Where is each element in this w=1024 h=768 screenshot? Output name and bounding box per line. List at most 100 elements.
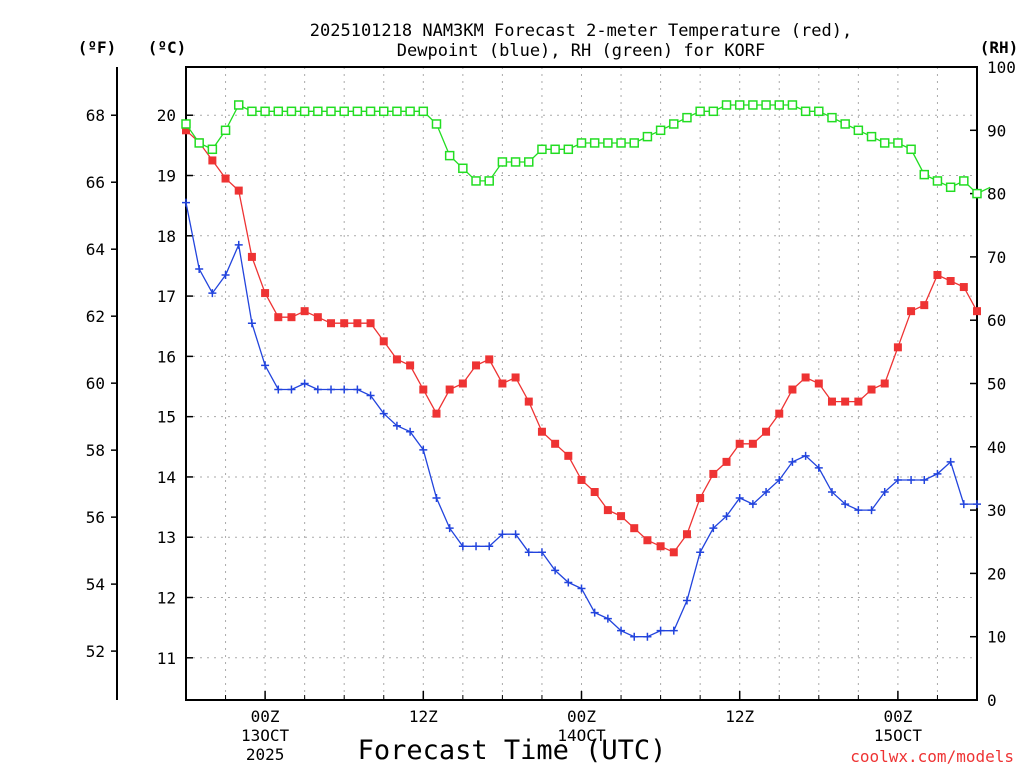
temperature-point [696, 494, 705, 503]
dewpoint-point [841, 500, 850, 509]
x-axis-label: Forecast Time (UTC) [358, 735, 667, 766]
rh-point [919, 169, 930, 180]
dewpoint-point [366, 391, 375, 400]
dewpoint-point [775, 475, 784, 484]
rh-point [959, 176, 969, 186]
fahrenheit-tick-label: 60 [86, 374, 105, 393]
dewpoint-point [340, 385, 349, 394]
rh-point [181, 119, 191, 129]
rh-tick-label: 40 [987, 438, 1006, 457]
temperature-point [208, 156, 217, 165]
temperature-point [300, 307, 309, 316]
rh-point [682, 112, 692, 123]
temperature-point [841, 397, 850, 406]
rh-point [708, 106, 719, 117]
fahrenheit-tick-label: 68 [86, 106, 105, 125]
temperature-point [261, 289, 270, 298]
rh-point [510, 157, 521, 167]
dewpoint-point [920, 475, 929, 484]
temperature-point [735, 439, 744, 448]
rh-tick-label: 0 [987, 691, 997, 710]
celsius-tick-label: 11 [157, 649, 176, 668]
temperature-point [973, 307, 981, 316]
dewpoint-point [617, 626, 626, 635]
rh-point [589, 138, 600, 148]
rh-point [616, 138, 626, 148]
dewpoint-point [577, 584, 586, 593]
temperature-point [313, 313, 322, 322]
temperature-point [920, 301, 929, 310]
rh-point [669, 119, 679, 129]
celsius-tick-label: 15 [157, 408, 176, 427]
tick-labels: 11 12 13 14 15 16 17 18 19 20 52 54 56 58 60 62 64 66 68 0 1… [86, 58, 1016, 764]
temperature-point [880, 379, 889, 388]
temperature-point [485, 355, 494, 364]
temperature-point [893, 343, 902, 352]
dewpoint-point [907, 475, 916, 484]
temperature-point [577, 475, 586, 484]
rh-point [629, 138, 639, 148]
fahrenheit-tick-label: 58 [86, 441, 105, 460]
rh-point [444, 150, 455, 161]
dewpoint-point [564, 578, 573, 587]
temperature-point [353, 319, 362, 328]
dewpoint-point [195, 264, 204, 273]
rh-point [840, 119, 850, 129]
dewpoint-point [524, 548, 533, 557]
fahrenheit-tick-label: 66 [86, 173, 105, 192]
x-tick-label-date: 13OCT [241, 726, 290, 745]
celsius-tick-label: 19 [157, 167, 176, 186]
dewpoint-point [234, 240, 243, 249]
x-tick-label-year: 2025 [246, 745, 285, 764]
temperature-point [748, 439, 757, 448]
temperature-point [669, 548, 678, 557]
celsius-tick-label: 18 [157, 227, 176, 246]
rh-tick-label: 80 [987, 185, 1006, 204]
rh-point [787, 100, 798, 110]
dewpoint-point [445, 524, 454, 533]
rh-point [761, 100, 771, 110]
rh-point [220, 125, 231, 136]
rh-point [392, 106, 402, 117]
x-tick-label-time: 12Z [409, 707, 438, 726]
rh-point [866, 131, 877, 142]
temperature-point [854, 397, 863, 406]
celsius-tick-label: 14 [157, 468, 176, 487]
temperature-point [630, 524, 639, 533]
temperature-point [959, 283, 968, 292]
dewpoint-point [419, 445, 428, 454]
temperature-point [340, 319, 349, 328]
temperature-point [775, 409, 784, 418]
rh-point [893, 138, 903, 148]
dewpoint-point [603, 614, 612, 623]
temperature-point [590, 488, 599, 497]
rh-point [194, 138, 204, 148]
rh-point [207, 144, 218, 155]
temperature-point [814, 379, 823, 388]
dewpoint-point [472, 542, 481, 551]
rh-point [655, 125, 666, 136]
dewpoint-point [537, 548, 546, 557]
dewpoint-point [696, 548, 705, 557]
temperature-point [472, 361, 481, 370]
rh-point [524, 157, 534, 167]
dewpoint-point [722, 512, 731, 521]
dewpoint-point [854, 506, 863, 515]
temperature-point [419, 385, 428, 394]
temperature-point [867, 385, 876, 394]
series-line [185, 104, 991, 195]
temperature-point [498, 379, 507, 388]
temperature-point [182, 126, 190, 135]
rh-point [431, 119, 442, 129]
dewpoint-point [827, 488, 836, 497]
rh-point [800, 106, 811, 117]
rh-point [326, 106, 336, 117]
rh-tick-label: 70 [987, 248, 1006, 267]
temperature-point [907, 307, 916, 316]
rh-point [748, 100, 758, 110]
temperature-point [274, 313, 283, 322]
dewpoint-point [406, 427, 415, 436]
temperature-point [603, 506, 612, 515]
dewpoint-point [788, 457, 797, 466]
